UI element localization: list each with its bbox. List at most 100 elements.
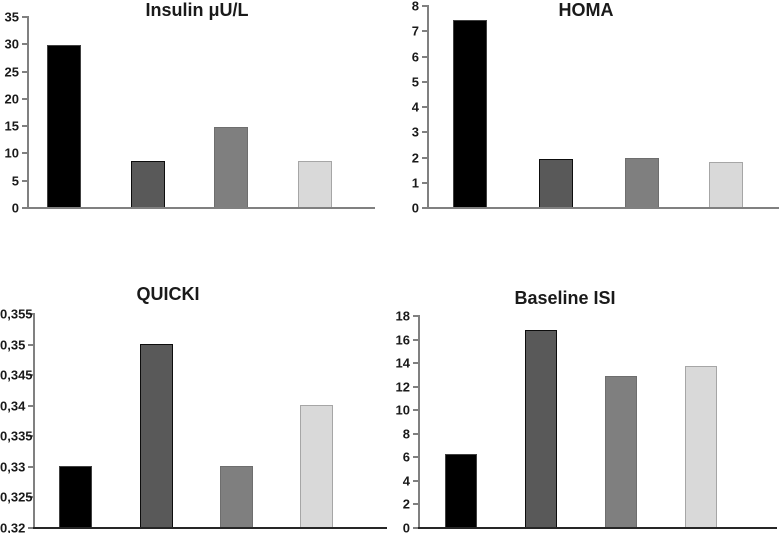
y-tick-mark xyxy=(422,131,427,134)
y-tick-mark xyxy=(22,43,27,46)
bar xyxy=(300,405,333,529)
y-tick-label: 2 xyxy=(411,150,419,165)
y-tick-mark xyxy=(413,362,418,365)
y-tick-label: 0 xyxy=(402,520,410,533)
chart-title-quicki: QUICKI xyxy=(136,284,200,304)
y-axis-line xyxy=(418,315,420,529)
x-axis-line xyxy=(418,527,777,529)
y-tick-label: 0,32 xyxy=(0,520,26,533)
bar xyxy=(214,127,248,209)
chart-title-insulin: Insulin μU/L xyxy=(145,0,249,20)
plot-area-quicki: 0,355 0,35 0,345 0,34 0,335 0,33 0,325 0,32 xyxy=(0,280,390,533)
y-tick-mark xyxy=(28,465,33,468)
y-tick-label: 3 xyxy=(411,124,419,140)
x-axis-line xyxy=(427,207,779,209)
y-tick-label: 0,335 xyxy=(0,428,33,444)
y-tick-label: 6 xyxy=(411,49,419,64)
y-tick-mark xyxy=(28,374,33,377)
chart-quicki: QUICKI 0,355 0,35 0,345 0,34 0,335 0,33 0,325 0… xyxy=(0,280,390,533)
bar xyxy=(525,330,557,529)
y-tick-mark xyxy=(22,179,27,182)
y-tick-label: 1 xyxy=(411,175,419,191)
y-tick-mark xyxy=(22,16,27,18)
y-axis-line xyxy=(33,313,35,529)
y-tick-mark xyxy=(422,181,427,184)
y-tick-mark xyxy=(413,315,418,317)
chart-homa: HOMA 8 7 6 5 4 3 2 1 0 xyxy=(390,0,779,233)
y-tick-label: 10 xyxy=(395,402,410,418)
y-tick-label: 0,33 xyxy=(0,459,26,475)
chart-title-homa: HOMA xyxy=(558,0,614,20)
bar xyxy=(140,344,173,529)
y-axis-line xyxy=(427,5,429,209)
bar xyxy=(709,162,743,209)
y-tick-label: 4 xyxy=(402,473,410,489)
bar xyxy=(47,45,81,209)
y-tick-label: 25 xyxy=(4,64,19,80)
y-tick-label: 0,345 xyxy=(0,367,33,383)
y-tick-label: 20 xyxy=(4,91,19,107)
y-axis-line xyxy=(27,16,29,209)
y-tick-label: 0,34 xyxy=(0,398,26,414)
y-tick-label: 0,35 xyxy=(0,337,26,353)
bar xyxy=(625,158,659,209)
chart-title-baseline-isi: Baseline ISI xyxy=(514,288,616,308)
y-tick-mark xyxy=(422,207,427,209)
y-tick-mark xyxy=(22,207,27,209)
y-tick-label: 12 xyxy=(395,379,410,395)
y-tick-mark xyxy=(22,125,27,128)
y-tick-mark xyxy=(422,30,427,33)
y-tick-mark xyxy=(422,5,427,7)
y-tick-mark xyxy=(413,338,418,341)
y-tick-mark xyxy=(28,404,33,407)
y-tick-mark xyxy=(22,97,27,100)
y-tick-mark xyxy=(22,70,27,73)
y-tick-mark xyxy=(422,55,427,58)
y-tick-mark xyxy=(413,409,418,412)
y-tick-label: 6 xyxy=(402,449,410,465)
y-tick-mark xyxy=(28,496,33,499)
y-tick-mark xyxy=(413,479,418,482)
y-tick-mark xyxy=(22,152,27,155)
y-tick-label: 5 xyxy=(11,173,19,189)
x-axis-line xyxy=(33,527,387,529)
y-tick-label: 4 xyxy=(411,99,419,115)
y-tick-mark xyxy=(422,80,427,83)
y-tick-mark xyxy=(413,385,418,388)
y-tick-label: 0,325 xyxy=(0,489,33,505)
bar xyxy=(131,161,165,209)
bar xyxy=(685,366,717,529)
y-tick-mark xyxy=(28,435,33,438)
y-tick-label: 14 xyxy=(395,355,410,371)
bar xyxy=(453,20,487,209)
y-tick-label: 8 xyxy=(411,0,419,14)
y-tick-label: 8 xyxy=(402,426,410,442)
plot-area-homa: 8 7 6 5 4 3 2 1 0 xyxy=(390,0,779,233)
bar xyxy=(220,466,253,529)
y-tick-label: 0 xyxy=(11,200,19,216)
bar xyxy=(605,376,637,529)
y-tick-label: 0 xyxy=(411,200,419,216)
y-tick-label: 16 xyxy=(395,332,410,348)
y-tick-mark xyxy=(413,527,418,529)
y-tick-mark xyxy=(28,313,33,315)
y-tick-label: 5 xyxy=(411,74,419,90)
bar xyxy=(59,466,92,529)
y-tick-label: 7 xyxy=(411,23,419,39)
y-tick-label: 30 xyxy=(4,36,19,52)
y-tick-mark xyxy=(413,456,418,459)
bar xyxy=(539,159,573,209)
y-tick-label: 15 xyxy=(4,118,19,134)
y-tick-mark xyxy=(28,343,33,346)
chart-baseline-isi: Baseline ISI 18 16 14 12 10 8 6 4 2 0 xyxy=(390,280,779,533)
y-tick-mark xyxy=(413,503,418,506)
y-tick-mark xyxy=(28,527,33,529)
y-tick-label: 35 xyxy=(4,9,19,25)
y-tick-mark xyxy=(422,106,427,108)
y-tick-label: 18 xyxy=(395,308,410,324)
y-tick-label: 10 xyxy=(4,145,19,161)
plot-area-baseline-isi: 18 16 14 12 10 8 6 4 2 0 xyxy=(390,280,779,533)
y-tick-mark xyxy=(422,156,427,159)
y-tick-mark xyxy=(413,432,418,435)
bar xyxy=(445,454,477,529)
